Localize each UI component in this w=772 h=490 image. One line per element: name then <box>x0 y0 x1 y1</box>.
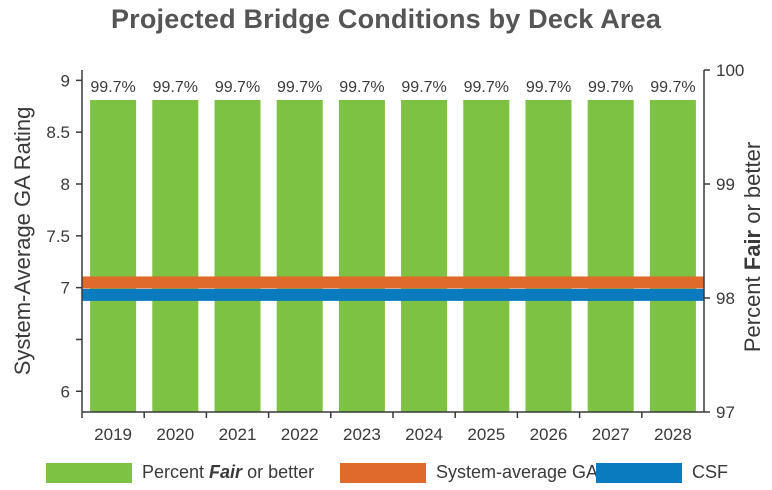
legend-swatch-csf <box>596 462 682 483</box>
x-tick-label-2028: 2028 <box>654 425 692 444</box>
y-left-tick-label-4: 7 <box>61 279 70 298</box>
chart-area: 99.7% 2019 99.7% 2020 99.7% 2021 99.7% 2022 99.7… <box>10 61 765 444</box>
y-left-tick-label-6: 6 <box>61 382 70 401</box>
y-left-axis-title: System-Average GA Rating <box>10 107 35 376</box>
data-label-2020: 99.7% <box>153 79 198 96</box>
data-label-2024: 99.7% <box>401 79 446 96</box>
y-left-tick-label-2: 8 <box>61 175 70 194</box>
x-tick-label-2027: 2027 <box>592 425 630 444</box>
series-line-csf <box>82 288 704 301</box>
data-label-2028: 99.7% <box>650 79 695 96</box>
x-tick-label-2026: 2026 <box>530 425 568 444</box>
y-right-axis-title-part-1: Fair <box>740 229 765 270</box>
bar-2025 <box>463 100 510 412</box>
data-label-2023: 99.7% <box>339 79 384 96</box>
legend-label-ga: System-average GA <box>436 462 599 482</box>
bar-2026 <box>525 100 572 412</box>
series-line-system-average-ga <box>82 276 704 289</box>
data-label-2026: 99.7% <box>526 79 571 96</box>
bar-2028 <box>649 100 696 412</box>
y-right-axis-title-part-2: or better <box>740 142 765 230</box>
y-right-axis-title: Percent Fair or better <box>740 142 765 352</box>
bar-2024 <box>401 100 448 412</box>
bar-2020 <box>152 100 199 412</box>
x-tick-label-2022: 2022 <box>281 425 319 444</box>
y-right-tick-label-1: 99 <box>716 175 735 194</box>
y-left-tick-label-3: 7.5 <box>46 227 70 246</box>
x-tick-label-2021: 2021 <box>219 425 257 444</box>
legend-label-csf: CSF <box>692 462 728 482</box>
legend-item-ga: System-average GA <box>340 462 598 483</box>
legend-label-fair: Percent Fair or better <box>142 462 315 482</box>
x-tick-label-2020: 2020 <box>156 425 194 444</box>
legend: Percent Fair or better System-average GA… <box>0 462 772 486</box>
x-tick-label-2019: 2019 <box>94 425 132 444</box>
y-right-tick-label-3: 97 <box>716 403 735 422</box>
bar-2023 <box>338 100 385 412</box>
legend-swatch-ga <box>340 462 426 483</box>
bar-2019 <box>90 100 137 412</box>
chart-title: Projected Bridge Conditions by Deck Area <box>110 4 662 34</box>
y-left-tick-label-1: 8.5 <box>46 123 70 142</box>
legend-swatch-fair <box>46 462 132 483</box>
data-label-2019: 99.7% <box>90 79 135 96</box>
x-tick-label-2024: 2024 <box>405 425 443 444</box>
bar-2027 <box>587 100 634 412</box>
legend-item-fair: Percent Fair or better <box>46 462 314 483</box>
data-label-2027: 99.7% <box>588 79 633 96</box>
y-right-tick-label-2: 98 <box>716 289 735 308</box>
x-tick-label-2025: 2025 <box>467 425 505 444</box>
legend-item-csf: CSF <box>596 462 728 483</box>
bar-2021 <box>214 100 261 412</box>
data-label-2022: 99.7% <box>277 79 322 96</box>
x-tick-label-2023: 2023 <box>343 425 381 444</box>
y-right-axis-title-part-0: Percent <box>740 270 765 352</box>
bar-2022 <box>276 100 323 412</box>
y-right-tick-label-0: 100 <box>716 61 744 80</box>
y-left-tick-label-0: 9 <box>61 71 70 90</box>
data-label-2025: 99.7% <box>464 79 509 96</box>
data-label-2021: 99.7% <box>215 79 260 96</box>
